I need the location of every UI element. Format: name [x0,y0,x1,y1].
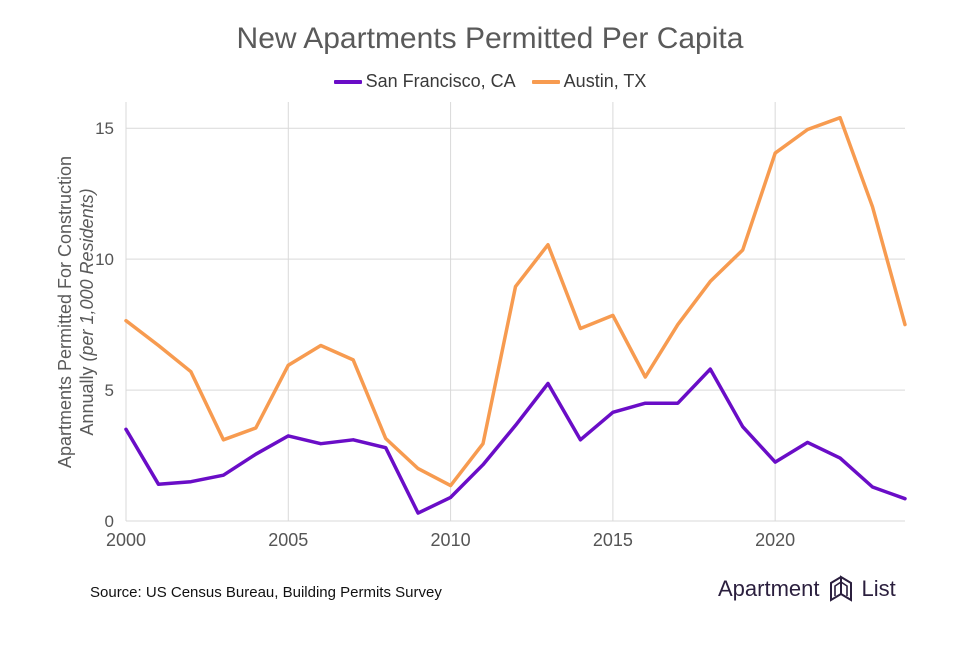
brand-logo: Apartment List [718,574,896,604]
y-tick-label-0: 0 [105,512,114,531]
apartment-list-logo-icon [829,575,852,602]
legend-item-san-francisco: San Francisco, CA [333,71,516,92]
legend-swatch-austin [531,79,560,84]
legend: San Francisco, CA Austin, TX [0,71,980,92]
series-line-san-francisco-ca [124,367,907,515]
x-tick-label-2015: 2015 [593,530,633,550]
x-tick-label-2020: 2020 [755,530,795,550]
y-tick-label-5: 5 [105,381,114,400]
series-line-austin-tx [124,115,907,488]
legend-label-austin: Austin, TX [563,71,647,91]
y-tick-label-15: 15 [95,119,114,138]
x-tick-label-2010: 2010 [431,530,471,550]
x-tick-label-2005: 2005 [268,530,308,550]
source-note: Source: US Census Bureau, Building Permi… [90,584,442,601]
legend-label-san-francisco: San Francisco, CA [365,71,516,91]
y-tick-label-10: 10 [95,250,114,269]
brand-name-left: Apartment [718,576,820,601]
brand-name-right: List [861,576,896,601]
legend-item-austin: Austin, TX [531,71,647,92]
legend-swatch-san-francisco [333,79,362,84]
chart-title: New Apartments Permitted Per Capita [236,22,744,55]
x-tick-label-2000: 2000 [106,530,146,550]
